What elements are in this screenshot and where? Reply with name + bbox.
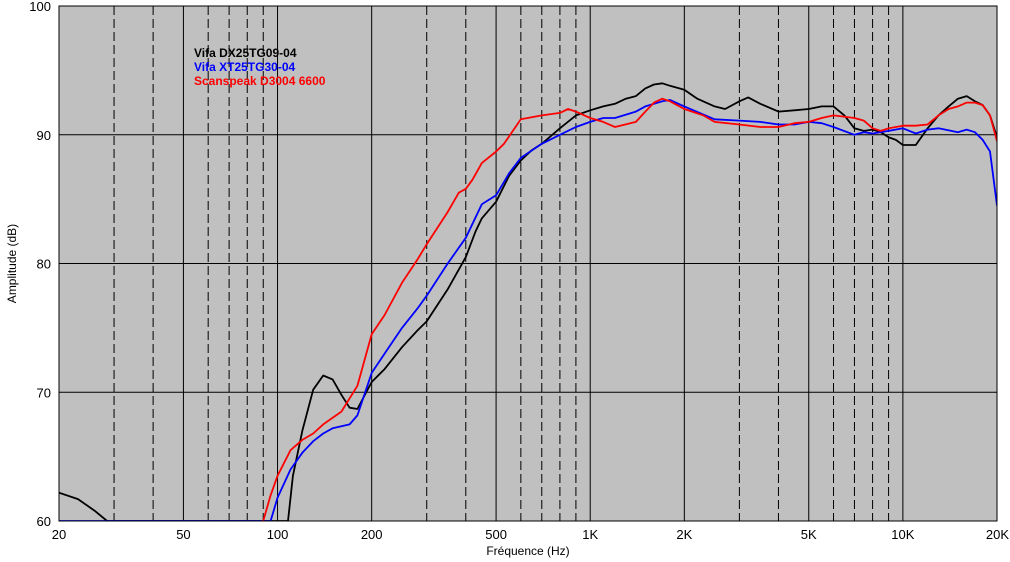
y-tick-label: 80 [37,257,51,272]
legend-entry: Scanspeak D3004 6600 [194,74,326,88]
series-line-1 [59,82,997,521]
x-tick-label: 10K [891,527,914,542]
x-tick-label: 20 [52,527,66,542]
y-axis-ticks: 60 70 80 90 100 [29,0,51,529]
y-tick-label: 90 [37,128,51,143]
x-tick-label: 1K [582,527,598,542]
x-tick-label: 2K [676,527,692,542]
x-tick-label: 5K [801,527,817,542]
x-tick-label: 20K [986,527,1009,542]
x-tick-label: 500 [485,527,507,542]
y-tick-label: 70 [37,385,51,400]
x-tick-label: 200 [361,527,383,542]
series-line-2 [59,99,997,521]
x-tick-label: 100 [267,527,289,542]
series-line-3 [262,97,997,521]
minor-gridlines [113,6,890,521]
y-axis-label: Amplitude (dB) [5,224,19,303]
legend-entry: Vifa XT25TG30-04 [194,60,295,74]
x-axis-label: Fréquence (Hz) [486,544,569,558]
x-axis-ticks: 20 50 100 200 500 1K 2K 5K 10K 20K [52,527,1010,542]
series-lines [59,82,997,521]
x-tick-label: 50 [176,527,190,542]
y-tick-label: 100 [29,0,51,14]
y-tick-label: 60 [37,514,51,529]
plot-border [58,5,998,522]
major-gridlines [59,6,997,521]
legend-entry: Vifa DX25TG09-04 [194,46,297,60]
